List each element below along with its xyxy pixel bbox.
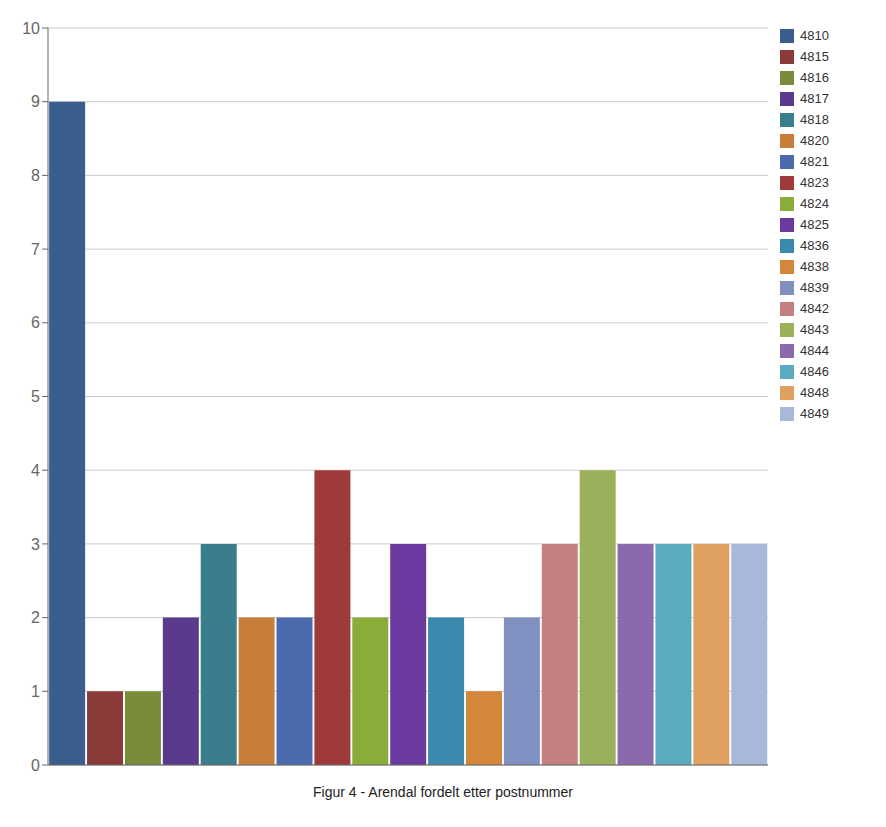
html-text:4842: 4842 (800, 301, 829, 316)
html-text:4838: 4838 (800, 259, 829, 274)
svg-text:4: 4 (31, 462, 40, 479)
html-text:4815: 4815 (800, 49, 829, 64)
html-text:4816: 4816 (800, 70, 829, 85)
svg-text:6: 6 (31, 314, 40, 331)
html-text:4844: 4844 (800, 343, 829, 358)
html-text:4821: 4821 (800, 154, 829, 169)
html-text:4849: 4849 (800, 406, 829, 421)
svg-text:10: 10 (22, 20, 40, 37)
html-text:4825: 4825 (800, 217, 829, 232)
svg-text:0: 0 (31, 757, 40, 774)
html-text:4839: 4839 (800, 280, 829, 295)
html-text:4818: 4818 (800, 112, 829, 127)
svg-text:5: 5 (31, 388, 40, 405)
svg-text:9: 9 (31, 93, 40, 110)
svg-text:2: 2 (31, 609, 40, 626)
html-text:4823: 4823 (800, 175, 829, 190)
svg-text:1: 1 (31, 683, 40, 700)
svg-text:8: 8 (31, 167, 40, 184)
html-text:4824: 4824 (800, 196, 829, 211)
html-text:4817: 4817 (800, 91, 829, 106)
svg-text:7: 7 (31, 241, 40, 258)
html-text:4836: 4836 (800, 238, 829, 253)
svg-text:3: 3 (31, 536, 40, 553)
html-text:4810: 4810 (800, 28, 829, 43)
html-text:4820: 4820 (800, 133, 829, 148)
html-text:4846: 4846 (800, 364, 829, 379)
html-text:4843: 4843 (800, 322, 829, 337)
html-text:Figur 4 - Arendal fordelt ette: Figur 4 - Arendal fordelt etter postnumm… (313, 784, 573, 800)
html-text:4848: 4848 (800, 385, 829, 400)
